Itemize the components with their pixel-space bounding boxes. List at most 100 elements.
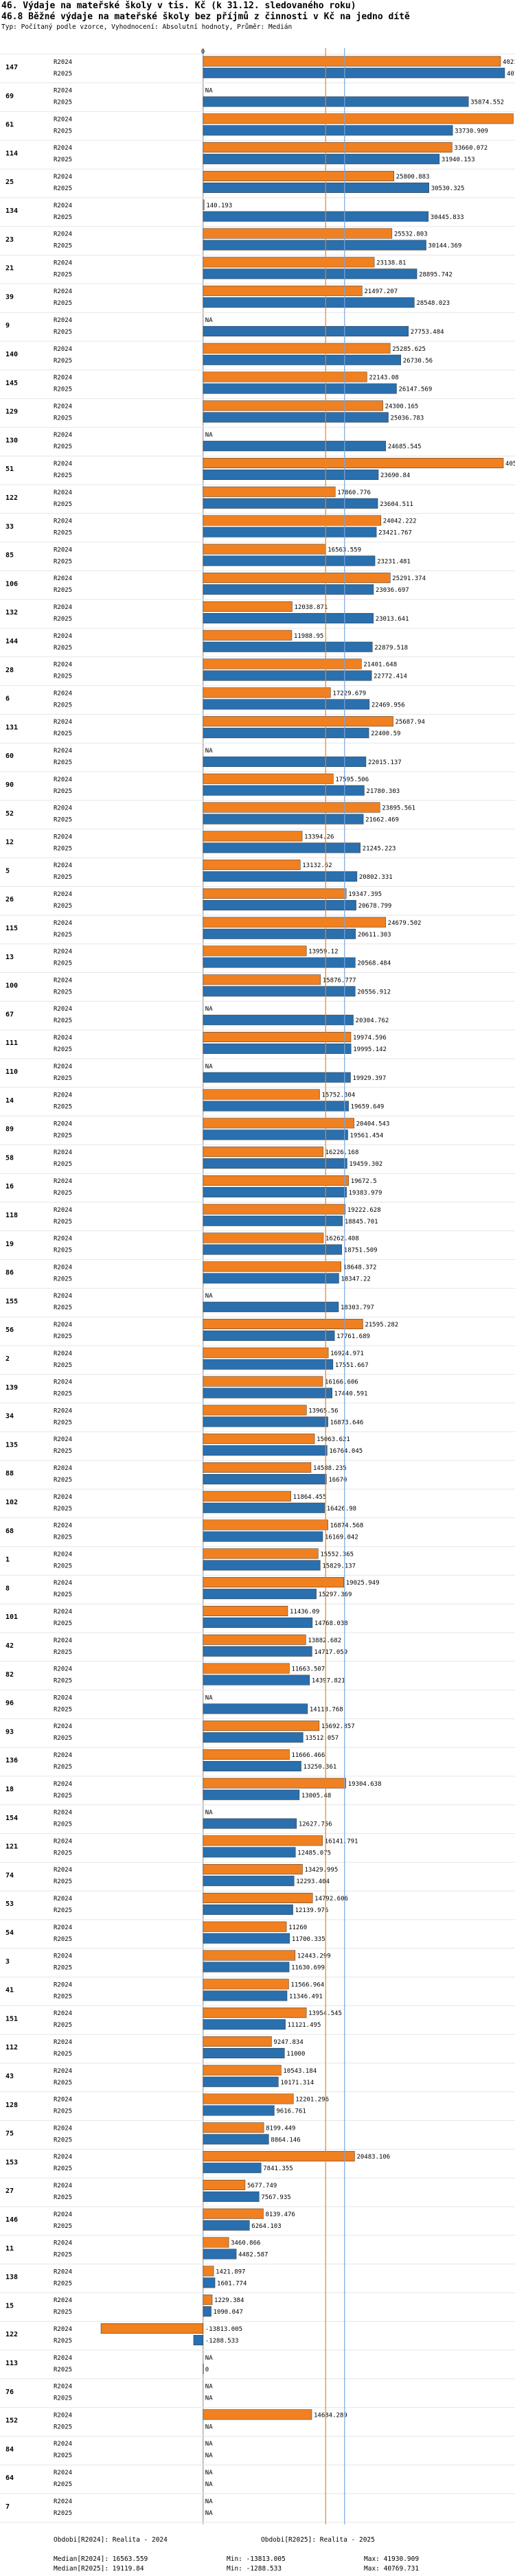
category-label: 51 [5, 465, 14, 473]
value-label: 17860.776 [337, 490, 371, 496]
bar-r2025 [203, 2191, 260, 2202]
value-label: 12485.075 [297, 1850, 331, 1856]
value-label: 10543.184 [283, 2068, 317, 2075]
bar-r2025 [203, 2134, 269, 2145]
bar-r2024 [203, 802, 380, 813]
category-label: 122 [5, 494, 18, 502]
value-label: 28548.023 [416, 300, 450, 307]
bar-r2025 [203, 699, 370, 710]
category-label: 118 [5, 1212, 18, 1219]
series-label: R2025 [54, 2194, 72, 2201]
na-label: NA [205, 1293, 213, 1300]
value-label: 20404.543 [356, 1120, 390, 1127]
bar-r2024 [203, 1434, 315, 1445]
value-label: 14717.059 [314, 1649, 347, 1656]
value-label: 14118.768 [310, 1706, 343, 1713]
value-label: 1601.774 [217, 2280, 247, 2287]
bar-r2024 [203, 2266, 214, 2277]
value-label: -13813.005 [205, 2326, 242, 2333]
value-label: 25800.883 [396, 174, 430, 181]
value-label: 18303.797 [341, 1304, 374, 1311]
value-label: 16262.408 [325, 1236, 359, 1243]
value-label: 20304.762 [356, 1017, 389, 1024]
value-label: 22400.59 [371, 731, 400, 737]
value-label: 20483.106 [356, 2154, 390, 2161]
bar-r2025 [203, 1760, 301, 1771]
series-label: R2025 [54, 1304, 72, 1311]
value-label: 11346.491 [289, 1993, 323, 2000]
series-label: R2025 [54, 1506, 72, 1513]
bar-r2024 [203, 1749, 290, 1760]
value-label: 15063.621 [317, 1436, 350, 1443]
value-label: 35874.552 [470, 100, 504, 106]
value-label: 11566.964 [290, 1981, 324, 1988]
series-label: R2025 [54, 702, 72, 709]
series-label: R2024 [54, 346, 72, 353]
na-label: NA [205, 432, 213, 439]
chart-subtitle: Typ: Počítaný podle vzorce, Vyhodnocení:… [1, 23, 293, 31]
bar-r2024 [203, 371, 367, 382]
value-label: 14792.606 [314, 1896, 348, 1902]
bar-r2024 [203, 1892, 313, 1903]
category-label: 8 [5, 1585, 10, 1592]
category-label: 7 [5, 2503, 10, 2511]
bar-r2024 [203, 1921, 287, 1932]
bar-r2025 [203, 412, 389, 423]
value-label: -1288.533 [205, 2338, 239, 2345]
category-label: 25 [5, 179, 14, 186]
bar-r2024 [203, 1979, 289, 1990]
bar-r2024 [203, 917, 386, 928]
value-label: 20802.331 [359, 874, 393, 881]
category-label: 69 [5, 93, 14, 100]
bar-r2024 [203, 2151, 355, 2162]
category-label: 111 [5, 1039, 18, 1047]
bar-r2024 [203, 515, 382, 526]
value-label: 16764.045 [329, 1448, 363, 1455]
bar-r2025 [203, 1388, 332, 1399]
series-label: R2024 [54, 1379, 72, 1386]
category-label: 138 [5, 2274, 18, 2281]
bar-r2024 [203, 2065, 282, 2075]
value-label: 8139.476 [265, 2211, 295, 2218]
series-label: R2024 [54, 1063, 72, 1070]
na-label: NA [205, 2452, 213, 2459]
bar-r2024 [203, 1031, 352, 1042]
series-label: R2025 [54, 2367, 72, 2373]
value-label: 21780.303 [366, 788, 400, 795]
series-label: R2024 [54, 833, 72, 840]
category-label: 1 [5, 1556, 10, 1564]
series-label: R2025 [54, 71, 72, 78]
value-label: 16169.042 [325, 1534, 358, 1541]
category-label: 23 [5, 236, 14, 244]
series-label: R2025 [54, 1793, 72, 1799]
series-label: R2025 [54, 1706, 72, 1713]
value-label: 16141.791 [325, 1838, 358, 1845]
series-label: R2024 [54, 1465, 72, 1472]
value-label: 24300.165 [385, 403, 419, 410]
category-label: 84 [5, 2446, 14, 2453]
value-label: 13394.26 [304, 833, 334, 840]
series-label: R2024 [54, 2125, 72, 2132]
bar-r2024 [203, 773, 334, 784]
series-label: R2024 [54, 317, 72, 324]
bar-r2025 [203, 612, 374, 623]
category-label: 64 [5, 2474, 14, 2482]
category-label: 39 [5, 293, 14, 301]
series-label: R2025 [54, 2452, 72, 2459]
bar-r2024 [203, 56, 501, 67]
value-label: 19561.454 [350, 1132, 384, 1139]
bar-r2025 [203, 842, 360, 853]
series-label: R2024 [54, 490, 72, 496]
value-label: 19659.649 [351, 1104, 385, 1111]
category-label: 106 [5, 580, 18, 588]
bar-r2024 [203, 170, 394, 181]
value-label: 28895.742 [419, 271, 453, 278]
category-label: 155 [5, 1298, 18, 1305]
value-label: 1090.047 [214, 2309, 243, 2316]
category-label: 58 [5, 1154, 14, 1162]
value-label: 11260 [288, 1924, 307, 1931]
series-label: R2025 [54, 472, 72, 479]
bar-r2025 [203, 527, 377, 538]
value-label: 19929.397 [352, 1075, 386, 1082]
series-label: R2025 [54, 1017, 72, 1024]
